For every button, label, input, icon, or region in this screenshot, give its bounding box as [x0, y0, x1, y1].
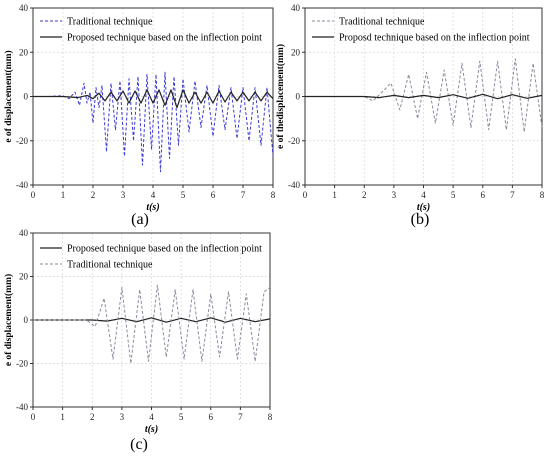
panel-a-ytick-label-0: 0 [24, 92, 29, 102]
panel-a-series-1-line [33, 89, 274, 109]
panel-a-xtick-label-3: 3 [121, 190, 126, 200]
panel-c-xtick-label-6: 6 [209, 412, 214, 422]
panel-a-ytick-label-40: 40 [19, 3, 29, 13]
panel-b-xtick-label-4: 4 [421, 190, 426, 200]
panel-b-xtick-label-8: 8 [540, 190, 545, 200]
panel-b-ytick-label-40: 40 [291, 3, 301, 13]
panel-a-xtick-label-0: 0 [31, 190, 36, 200]
panel-c-series-1-line [33, 284, 271, 364]
panel-b-xtick-label-1: 1 [332, 190, 337, 200]
panel-c-ylabel: e of displacement(mm) [3, 274, 14, 366]
panel-c-ytick-label--20: -20 [16, 359, 28, 369]
panel-a-ylabel: e of displacement(mm) [3, 50, 14, 142]
panel-a-xtick-label-1: 1 [61, 190, 66, 200]
panel-a-xtick-label-4: 4 [151, 190, 156, 200]
panel-b-ytick-label--20: -20 [288, 136, 300, 146]
panel-a-xtick-label-6: 6 [211, 190, 216, 200]
panel-label-a: (a) [131, 211, 149, 228]
panel-b-xtick-label-0: 0 [303, 190, 308, 200]
panel-b-ytick-label-20: 20 [291, 47, 301, 57]
panel-c-xtick-label-7: 7 [238, 412, 243, 422]
panel-c-xtick-label-3: 3 [120, 412, 125, 422]
panel-c-legend-label-1: Traditional technique [67, 260, 153, 271]
panel-b-xtick-label-3: 3 [392, 190, 397, 200]
panel-b-legend-label-1: Proposd technique based on the inflectio… [339, 33, 530, 44]
panel-a-xtick-label-7: 7 [241, 190, 246, 200]
panel-b-ytick-label--40: -40 [288, 180, 300, 190]
panel-a-ytick-label--40: -40 [16, 180, 28, 190]
panel-b-series-1-line [305, 93, 543, 100]
panel-a-series-0-line [33, 71, 274, 173]
panel-label-c: (c) [130, 436, 148, 453]
panel-a: 0 1 2 3 4 5 6 7 8 -40 -20 0 20 40 t(s) e of displacemen… [3, 3, 276, 213]
panel-a-xlabel: t(s) [146, 202, 159, 213]
panel-c-ytick-label-0: 0 [24, 315, 29, 325]
panel-c-xtick-label-4: 4 [149, 412, 154, 422]
panel-c-xtick-label-8: 8 [268, 412, 273, 422]
panel-c-ytick-label-20: 20 [19, 272, 29, 282]
panel-b: 0 1 2 3 4 5 6 7 8 -40 -20 0 20 40 t(s) e of thedisplace… [275, 3, 545, 213]
panel-b-series-0-line [305, 58, 543, 133]
panel-a-ytick-label-20: 20 [19, 47, 29, 57]
panel-c-xtick-label-0: 0 [31, 412, 36, 422]
panel-c-xtick-label-2: 2 [90, 412, 95, 422]
panel-a-legend-label-1: Proposed technique based on the inflecti… [67, 33, 262, 44]
panel-b-xtick-label-7: 7 [510, 190, 515, 200]
panel-a-xtick-label-5: 5 [181, 190, 186, 200]
panel-b-xtick-label-2: 2 [362, 190, 367, 200]
panel-a-legend-label-0: Traditional technique [67, 17, 153, 28]
panel-b-ytick-label-0: 0 [296, 92, 301, 102]
panel-a-xtick-label-8: 8 [271, 190, 276, 200]
panel-c-legend-label-0: Proposed technique based on the inflecti… [67, 244, 262, 255]
panel-c-ytick-label--40: -40 [16, 402, 28, 412]
panel-b-legend-label-0: Traditional technique [339, 17, 425, 28]
panel-a-ytick-label--20: -20 [16, 136, 28, 146]
panel-a-xtick-label-2: 2 [91, 190, 96, 200]
panel-b-xtick-label-5: 5 [451, 190, 456, 200]
panel-label-b: (b) [411, 211, 430, 228]
panel-c: 0 1 2 3 4 5 6 7 8 -40 -20 0 20 40 t(s) e of displacemen… [3, 228, 273, 435]
panel-c-xlabel: t(s) [145, 424, 158, 435]
panel-b-xlabel: t(s) [417, 202, 430, 213]
panel-b-xtick-label-6: 6 [481, 190, 486, 200]
panel-c-ytick-label-40: 40 [19, 228, 29, 238]
panel-c-xtick-label-5: 5 [179, 412, 184, 422]
panel-c-xtick-label-1: 1 [60, 412, 65, 422]
panel-b-ylabel: e of thedisplacement(mm) [275, 44, 286, 149]
